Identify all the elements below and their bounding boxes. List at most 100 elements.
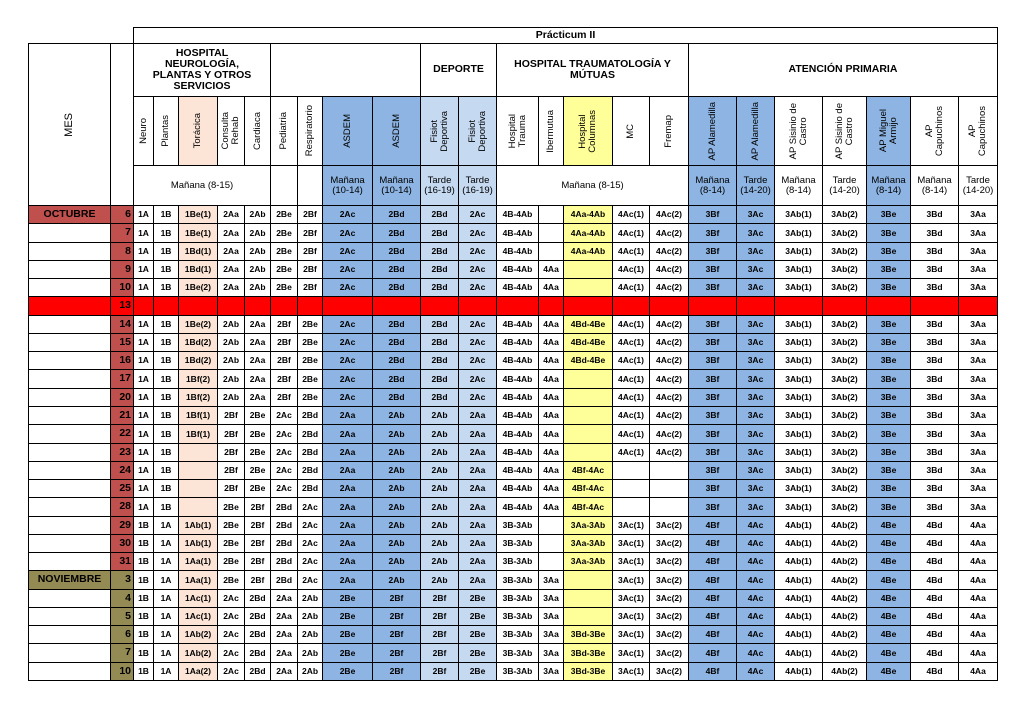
cell-text: 20 [119,390,131,403]
data-cell: 2Ac [270,479,298,498]
cell-text: 4Be [880,666,897,677]
cell-text: 4B-4Ab [502,209,533,220]
data-cell: 1A [133,223,154,243]
data-cell: 1B [133,662,154,681]
data-cell: 4Ac(2) [649,406,689,425]
cell-text: 3Ab(1) [785,282,812,293]
data-cell [538,205,564,224]
data-cell: 2Bf [217,406,245,425]
cell-text: 2Ac [223,629,239,640]
shift-header: Tarde (14-20) [736,165,775,206]
data-cell: 3Ac [736,205,775,224]
cell-text: 2Bd [249,666,266,677]
cell-text: 4Ac [747,629,764,640]
cell-text: 4Aa [543,373,559,384]
cell-text: 3Ac [747,337,764,348]
cell-text: 2Be [302,392,318,403]
data-cell: 2Bd [270,570,298,590]
cell-text: 2Ac [339,319,356,330]
data-cell: 2Ab [372,479,421,498]
data-cell: 2Ab [420,497,459,517]
cell-text: 3Bf [705,246,720,257]
data-cell: 2Be [322,607,373,626]
cell-text: 3Aa [543,666,559,677]
data-cell: 3Ab(2) [822,351,867,370]
data-cell: 3Bd [910,497,959,517]
cell-text: 2Be [223,538,239,549]
data-cell [178,461,218,480]
cell-text: 1A [138,501,149,512]
cell-text: 1A [160,666,172,677]
cell-text: 2Ac [469,246,486,257]
data-cell: 2Ab [420,479,459,498]
data-cell: 4Be [866,534,911,553]
month-cell [28,406,111,425]
data-cell: 3Ab(1) [774,242,823,261]
cell-text: Rehab [230,117,241,145]
data-cell: 2Ab [372,516,421,535]
data-cell: 3Ac [736,369,775,389]
cell-text: Torácica [192,113,204,149]
data-cell [244,296,271,316]
cell-text: 3Ac(2) [656,574,682,585]
cell-text: 3Ac [747,483,764,494]
data-cell: 4Aa [958,552,998,571]
column-header: Plantas [153,96,179,166]
cell-text: 2Ab [301,629,319,640]
cell-text: HOSPITAL TRAUMATOLOGÍA Y MÚTUAS [514,57,671,81]
cell-text: 2Aa [249,319,266,330]
cell-text: 2Ac [469,282,486,293]
data-cell: 2Ac [297,497,323,517]
data-cell: 2Ab [420,461,459,480]
data-cell: 4B-4Ab [496,388,539,407]
data-cell: 3Bf [688,369,737,389]
cell-text: 3Ab(1) [785,373,812,384]
data-cell: 3Bd [910,443,959,462]
cell-text: 4Aa [970,520,986,531]
data-cell: 2Bd [372,223,421,243]
data-cell: 1B [153,223,179,243]
cell-text: Neuro [137,118,149,144]
cell-text: 10 [119,664,131,677]
data-cell: 3Be [866,260,911,279]
cell-text: 4Ac(2) [656,410,682,421]
cell-text: 2Ac [223,666,239,677]
data-cell: 3Bd [910,260,959,279]
cell-text: 1A [160,574,172,585]
cell-text: 4Ab(1) [785,574,812,585]
data-cell: 2Ab [297,662,323,681]
data-cell: 1B [133,534,154,553]
column-header: AP Miguel Armijo [866,96,911,166]
cell-text: Mañana (8-14) [695,174,730,196]
data-cell: 2Bf [297,260,323,279]
cell-text: 3Aa [543,629,559,640]
data-cell: 3Ab(2) [822,223,867,243]
data-cell: 2Be [270,223,298,243]
data-cell: 3Bf [688,461,737,480]
day-cell: 9 [110,260,134,279]
data-cell: 2Bf [217,461,245,480]
cell-text: 2Aa [469,538,486,549]
cell-text: 2Ab [249,246,266,257]
data-cell: 4Ac(1) [612,424,650,444]
data-cell: 2Aa [458,516,497,535]
data-cell: 2Bd [372,369,421,389]
data-cell: 2Ac [297,534,323,553]
data-cell: 2Ab [297,589,323,608]
data-cell: 2Be [297,388,323,407]
cell-text: 3Ab(2) [831,319,858,330]
data-cell: 3Ac(1) [612,570,650,590]
data-cell: 4Bd-4Be [563,333,613,352]
cell-text: 1B [138,538,149,549]
cell-text: 2Bd [388,373,405,384]
data-cell: 2Ac [322,242,373,261]
cell-text: 1Bf(2) [185,373,211,384]
data-cell: 4Bf [688,516,737,535]
cell-text: 3Ab(1) [785,392,812,403]
cell-text: 4Ab(2) [831,611,858,622]
cell-text: 2Bd [431,282,448,293]
cell-text: 1B [160,428,172,439]
data-cell: 3Bd [910,369,959,389]
cell-text: 1Ab(1) [184,538,212,549]
data-cell: 4Ac [736,662,775,681]
